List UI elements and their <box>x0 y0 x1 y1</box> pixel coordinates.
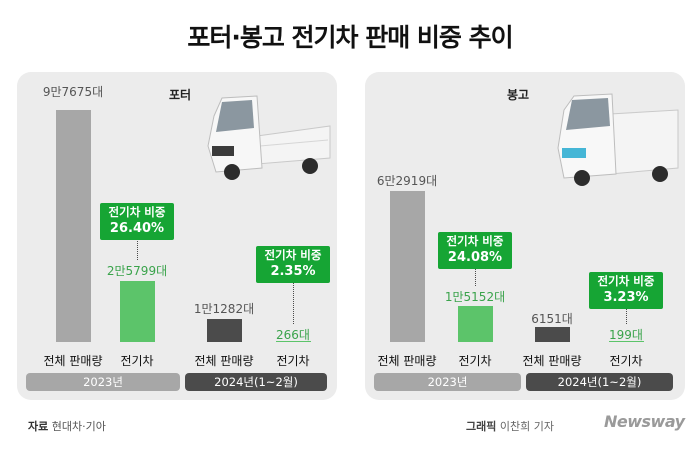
page-title: 포터·봉고 전기차 판매 비중 추이 <box>187 23 513 52</box>
panel-title: 포터 <box>169 88 192 102</box>
value-label-ev-2023: 1만5152대 <box>444 290 506 304</box>
share-title: 전기차 비중 <box>597 274 655 288</box>
value-label-ev-2024: 199대 <box>609 328 643 342</box>
bar-ev-2023 <box>120 281 155 342</box>
bar-total-2023 <box>390 191 425 342</box>
panel-title: 봉고 <box>507 88 530 102</box>
porter-truck-image <box>207 95 331 180</box>
bar-ev-2023 <box>458 306 493 342</box>
share-connector <box>137 238 138 260</box>
source-note: 자료 현대차·기아 <box>28 418 106 434</box>
share-title: 전기차 비중 <box>446 234 504 248</box>
bar-ev-2024 <box>609 341 644 342</box>
share-box-2024: 전기차 비중 3.23% <box>589 272 663 309</box>
porter-panel: 포터 9만7675대 전체 판매량 2만5799대 전기차 전기차 비중 26.… <box>17 72 337 400</box>
bongo-panel: 봉고 6만2919대 전체 판매량 1만5152대 전기차 전기차 비중 24.… <box>365 72 685 400</box>
xlabel-ev-2024: 전기차 <box>609 354 643 368</box>
share-value: 26.40% <box>109 221 165 236</box>
xlabel-ev-2023: 전기차 <box>458 354 492 368</box>
share-box-2023: 전기차 비중 26.40% <box>100 203 174 240</box>
bar-total-2024 <box>535 327 570 342</box>
credit-text: 이찬희 기자 <box>499 420 554 433</box>
value-label-ev-2023: 2만5799대 <box>106 264 168 278</box>
year-label-2023: 2023년 <box>26 373 180 391</box>
xlabel-ev-2024: 전기차 <box>276 354 310 368</box>
newsway-logo: Newsway <box>604 412 685 431</box>
value-label-ev-2024: 266대 <box>276 328 310 342</box>
share-title: 전기차 비중 <box>108 205 166 219</box>
bar-total-2023 <box>56 110 91 342</box>
share-connector <box>626 308 627 324</box>
source-text: 현대차·기아 <box>51 420 106 433</box>
graphic-credit: 그래픽 이찬희 기자 <box>466 418 554 434</box>
share-connector <box>293 282 294 324</box>
credit-label: 그래픽 <box>466 420 497 433</box>
bongo-truck-image <box>557 93 679 186</box>
share-title: 전기차 비중 <box>264 248 322 262</box>
year-label-2023: 2023년 <box>374 373 521 391</box>
xlabel-total-2024: 전체 판매량 <box>194 354 254 368</box>
source-label: 자료 <box>28 420 49 433</box>
xlabel-ev-2023: 전기차 <box>120 354 154 368</box>
bar-ev-2024 <box>276 341 311 342</box>
share-connector <box>475 268 476 286</box>
share-value: 24.08% <box>447 250 503 265</box>
value-label-total-2024: 6151대 <box>531 312 573 326</box>
year-label-2024: 2024년(1~2월) <box>185 373 327 391</box>
value-label-total-2024: 1만1282대 <box>193 302 255 316</box>
xlabel-total-2023: 전체 판매량 <box>43 354 103 368</box>
share-box-2023: 전기차 비중 24.08% <box>438 232 512 269</box>
share-value: 3.23% <box>603 290 649 305</box>
value-label-total-2023: 9만7675대 <box>42 85 104 99</box>
value-label-total-2023: 6만2919대 <box>376 174 438 188</box>
share-box-2024: 전기차 비중 2.35% <box>256 246 330 283</box>
bar-total-2024 <box>207 319 242 342</box>
year-label-2024: 2024년(1~2월) <box>526 373 673 391</box>
share-value: 2.35% <box>270 264 316 279</box>
xlabel-total-2023: 전체 판매량 <box>377 354 437 368</box>
xlabel-total-2024: 전체 판매량 <box>522 354 582 368</box>
